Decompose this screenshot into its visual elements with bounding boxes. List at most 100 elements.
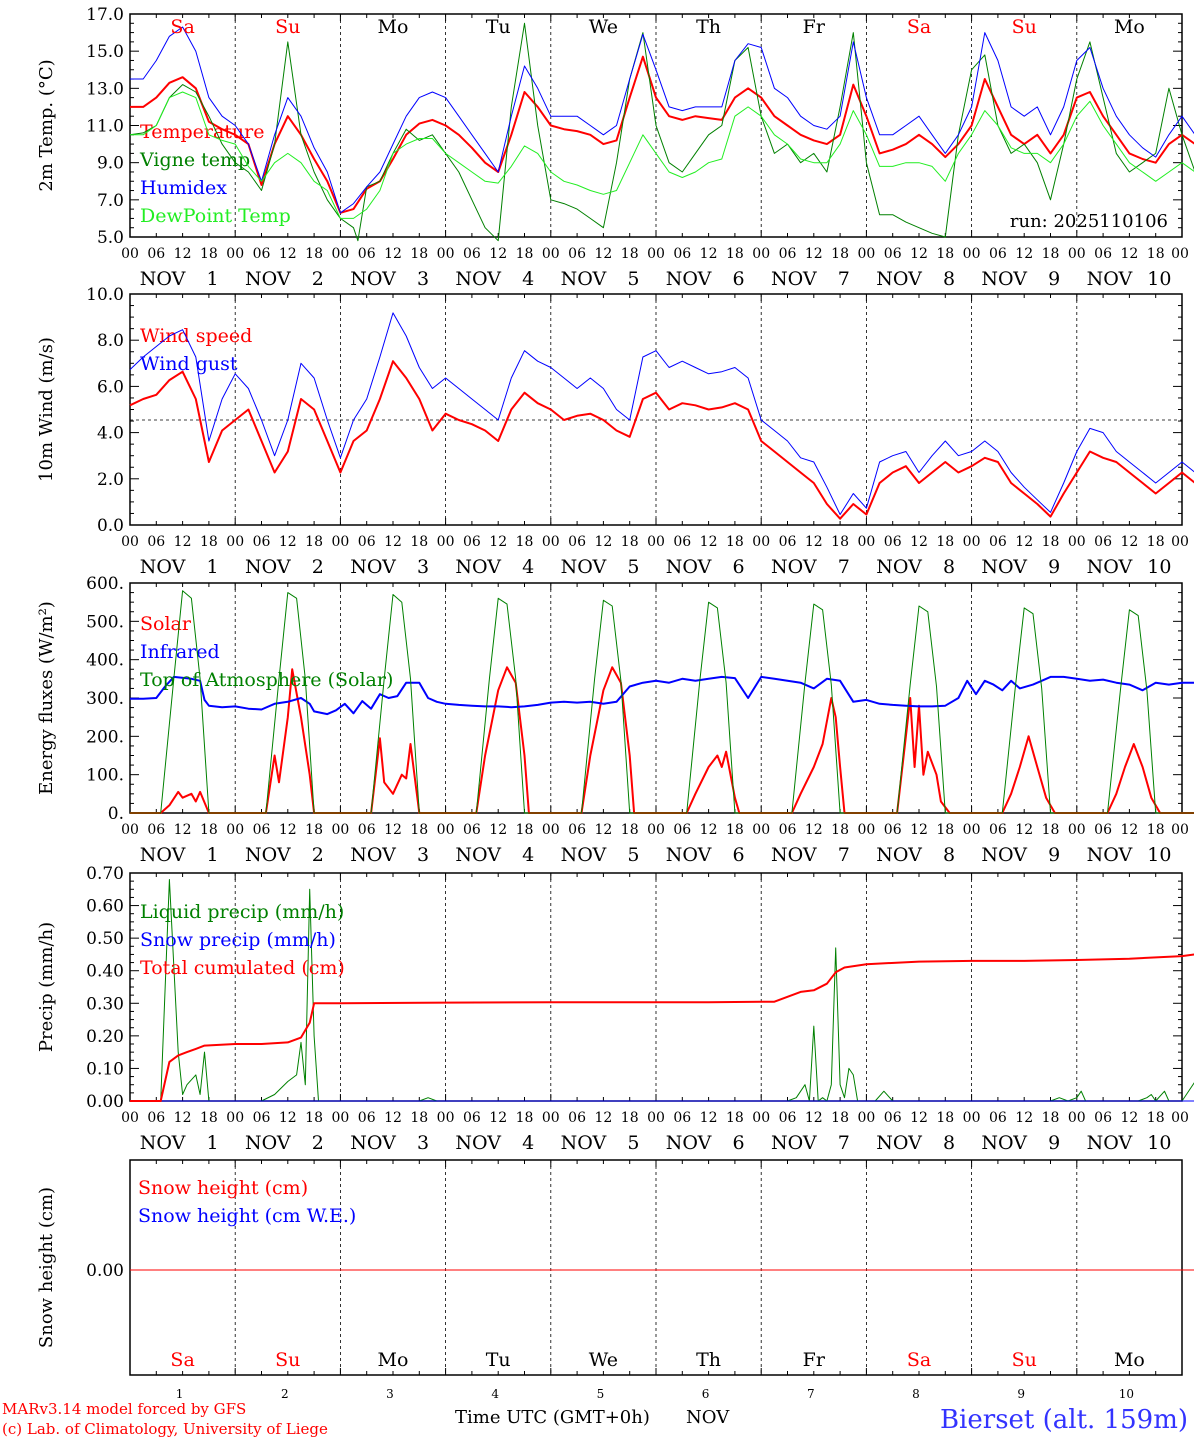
date-month: NOV xyxy=(981,556,1027,578)
hour-label: 00 xyxy=(437,822,455,838)
hour-label: 12 xyxy=(384,822,402,838)
hour-label: 18 xyxy=(516,534,534,550)
weekday-label: Mo xyxy=(1114,1349,1145,1371)
weekday-label: Tu xyxy=(486,16,511,38)
weekday-label: Mo xyxy=(378,1349,409,1371)
hour-label: 18 xyxy=(410,822,428,838)
hour-label: 06 xyxy=(568,1110,586,1126)
y-tick-label: 11.0 xyxy=(86,117,124,137)
y-tick-label: 9.0 xyxy=(97,154,124,174)
y-tick-label: 0.50 xyxy=(86,929,124,949)
weekday-label: We xyxy=(589,16,618,38)
date-day: 3 xyxy=(417,556,429,578)
hour-label: 12 xyxy=(805,1110,823,1126)
y-tick-label: 0.20 xyxy=(86,1027,124,1047)
hour-label: 18 xyxy=(726,246,744,262)
y-axis-label: 10m Wind (m/s) xyxy=(36,337,57,482)
hour-label: 00 xyxy=(226,822,244,838)
hour-label: 18 xyxy=(1042,246,1060,262)
hour-label: 00 xyxy=(226,1110,244,1126)
hour-label: 00 xyxy=(542,822,560,838)
hour-label: 12 xyxy=(594,822,612,838)
date-day: 9 xyxy=(1048,844,1060,866)
y-tick-label: 0.0 xyxy=(97,516,124,536)
hour-label: 12 xyxy=(910,534,928,550)
hour-label: 06 xyxy=(673,822,691,838)
hour-label: 12 xyxy=(700,1110,718,1126)
hour-label: 12 xyxy=(805,246,823,262)
hour-label: 00 xyxy=(1068,246,1086,262)
hour-label: 18 xyxy=(200,246,218,262)
hour-label: 00 xyxy=(963,822,981,838)
hour-label: 12 xyxy=(1015,246,1033,262)
date-day: 6 xyxy=(733,268,745,290)
day-number: 1 xyxy=(176,1387,184,1401)
date-month: NOV xyxy=(455,1132,501,1154)
legend-entry: Solar xyxy=(140,613,192,635)
hour-label: 18 xyxy=(621,822,639,838)
date-month: NOV xyxy=(876,844,922,866)
weekday-label: We xyxy=(589,1349,618,1371)
date-day: 8 xyxy=(943,1132,955,1154)
day-number: 8 xyxy=(912,1387,920,1401)
hour-label: 18 xyxy=(1147,1110,1165,1126)
hour-label: 00 xyxy=(752,246,770,262)
hour-label: 06 xyxy=(779,534,797,550)
hour-label: 12 xyxy=(174,246,192,262)
date-month: NOV xyxy=(350,1132,396,1154)
date-day: 6 xyxy=(733,1132,745,1154)
hour-label: 12 xyxy=(1120,246,1138,262)
hour-label: 00 xyxy=(857,246,875,262)
hour-label: 18 xyxy=(516,822,534,838)
y-tick-label: 2.0 xyxy=(97,470,124,490)
day-number: 10 xyxy=(1119,1387,1134,1401)
hour-label: 18 xyxy=(831,1110,849,1126)
hour-label: 12 xyxy=(1120,822,1138,838)
credit-line-2: (c) Lab. of Climatology, University of L… xyxy=(2,1420,328,1438)
hour-label: 18 xyxy=(936,822,954,838)
weekday-label: Sa xyxy=(170,1349,194,1371)
hour-label: 00 xyxy=(437,1110,455,1126)
hour-label: 06 xyxy=(779,1110,797,1126)
hour-label: 06 xyxy=(1094,246,1112,262)
series-line-total-cumulated-cm- xyxy=(130,953,1194,1102)
y-tick-label: 100. xyxy=(86,766,124,786)
weekday-label: Sa xyxy=(907,16,931,38)
hour-label: 06 xyxy=(568,246,586,262)
x-axis-month: NOV xyxy=(686,1407,730,1428)
date-month: NOV xyxy=(455,556,501,578)
hour-label: 18 xyxy=(1042,1110,1060,1126)
hour-label: 18 xyxy=(305,246,323,262)
station-name: Bierset (alt. 159m) xyxy=(940,1405,1188,1435)
hour-label: 00 xyxy=(1068,534,1086,550)
weekday-label: Mo xyxy=(1114,16,1145,38)
series-line-vigne-temp xyxy=(129,22,1194,242)
weekday-label: Mo xyxy=(378,16,409,38)
hour-label: 00 xyxy=(857,1110,875,1126)
hour-label: 00 xyxy=(226,534,244,550)
hour-label: 18 xyxy=(1042,534,1060,550)
date-day: 9 xyxy=(1048,268,1060,290)
date-day: 10 xyxy=(1147,844,1171,866)
hour-label: 00 xyxy=(752,1110,770,1126)
hour-label: 00 xyxy=(857,822,875,838)
date-day: 4 xyxy=(522,844,534,866)
panel-snow: 0.00 Snow height (cm) Snow height (cm) Snow… xyxy=(36,1159,1194,1401)
hour-label: 00 xyxy=(331,246,349,262)
day-number: 2 xyxy=(281,1387,289,1401)
hour-label: 06 xyxy=(463,822,481,838)
weekday-label: Fr xyxy=(803,16,826,38)
hour-label: 18 xyxy=(936,246,954,262)
date-day: 7 xyxy=(838,268,850,290)
date-day: 6 xyxy=(733,556,745,578)
hour-label: 12 xyxy=(174,1110,192,1126)
hour-label: 18 xyxy=(621,1110,639,1126)
weekday-label: Th xyxy=(696,1349,721,1371)
date-day: 6 xyxy=(733,844,745,866)
hour-label: 06 xyxy=(463,534,481,550)
y-tick-label: 15.0 xyxy=(86,42,124,62)
date-month: NOV xyxy=(245,556,291,578)
hour-label: 12 xyxy=(384,1110,402,1126)
hour-label: 06 xyxy=(1094,1110,1112,1126)
